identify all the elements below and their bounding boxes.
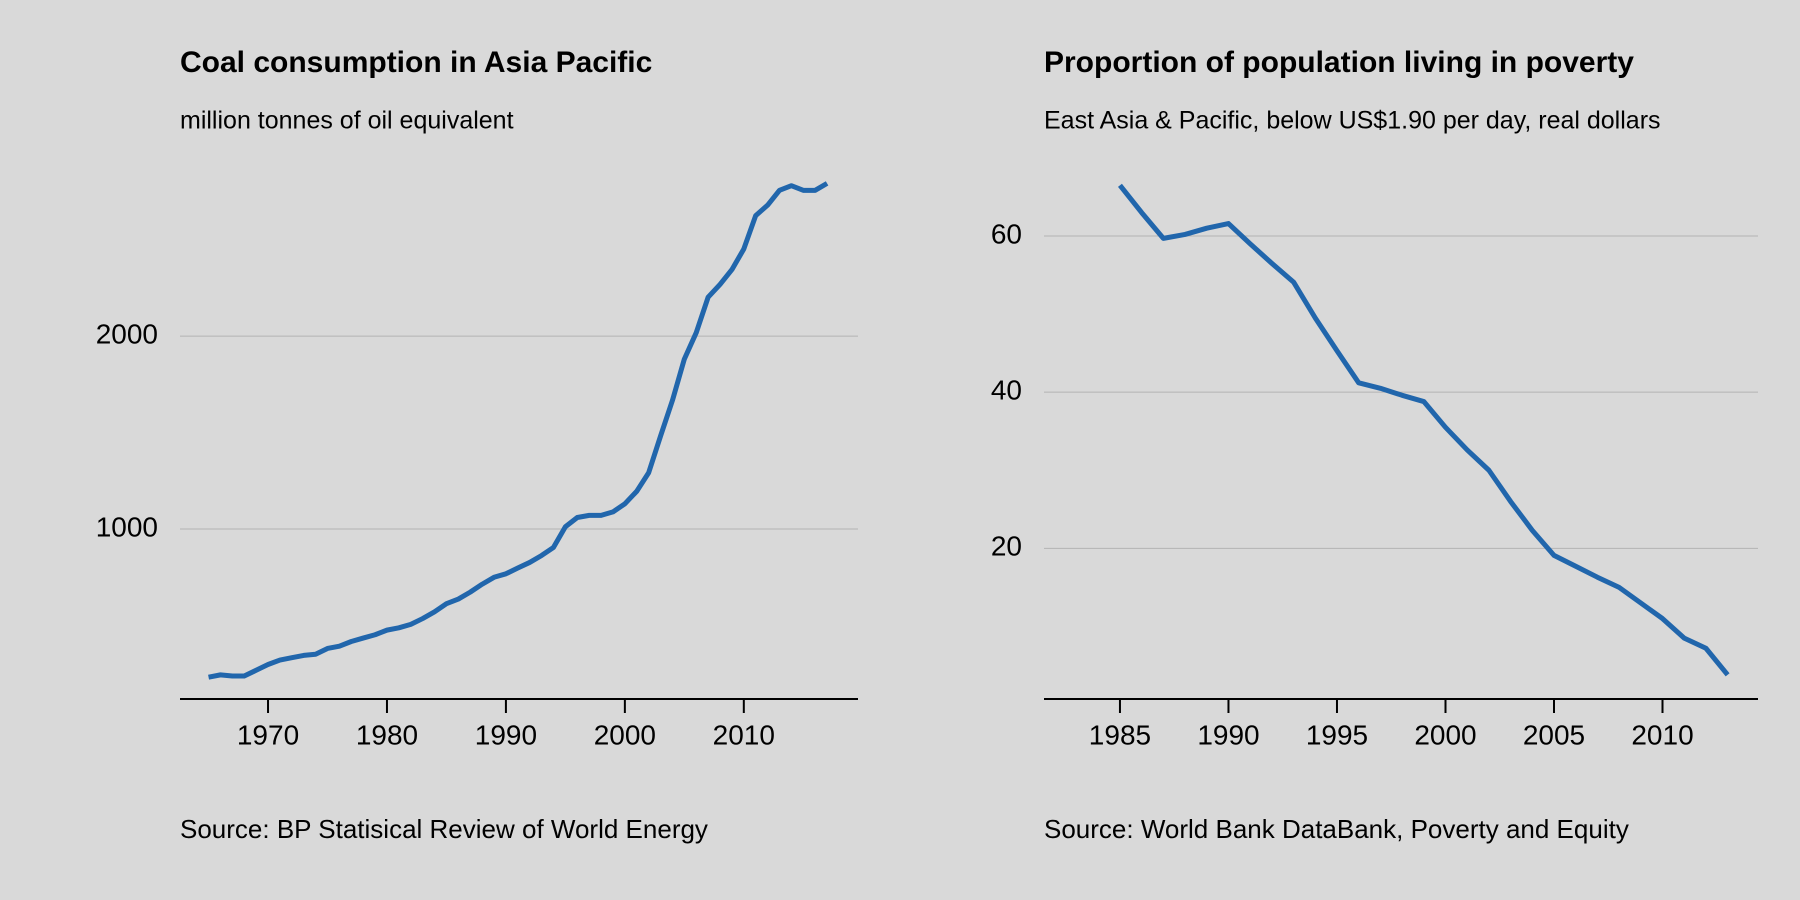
data-line xyxy=(1118,183,1730,677)
chart-subtitle: East Asia & Pacific, below US$1.90 per d… xyxy=(1044,107,1661,135)
x-tick-label: 1995 xyxy=(1306,719,1368,750)
y-tick-label: 60 xyxy=(991,218,1022,249)
chart-subtitle: million tonnes of oil equivalent xyxy=(180,107,514,135)
y-tick-label: 2000 xyxy=(96,319,158,350)
x-tick-label: 1990 xyxy=(475,719,537,750)
y-tick-label: 20 xyxy=(991,531,1022,562)
x-tick-label: 2010 xyxy=(1631,719,1693,750)
y-tick-label: 1000 xyxy=(96,511,158,542)
x-tick-label: 2005 xyxy=(1523,719,1585,750)
source-note: Source: World Bank DataBank, Poverty and… xyxy=(1044,814,1629,844)
y-tick-label: 40 xyxy=(991,375,1022,406)
x-tick-label: 1980 xyxy=(356,719,418,750)
chart-title: Coal consumption in Asia Pacific xyxy=(180,46,652,79)
x-tick-label: 2010 xyxy=(713,719,775,750)
x-tick-label: 2000 xyxy=(1414,719,1476,750)
x-tick-label: 1990 xyxy=(1197,719,1259,750)
x-tick-label: 2000 xyxy=(594,719,656,750)
x-tick-label: 1985 xyxy=(1089,719,1151,750)
data-line xyxy=(208,181,829,680)
source-note: Source: BP Statisical Review of World En… xyxy=(180,814,708,844)
x-tick-label: 1970 xyxy=(237,719,299,750)
chart-title: Proportion of population living in pover… xyxy=(1044,46,1634,79)
